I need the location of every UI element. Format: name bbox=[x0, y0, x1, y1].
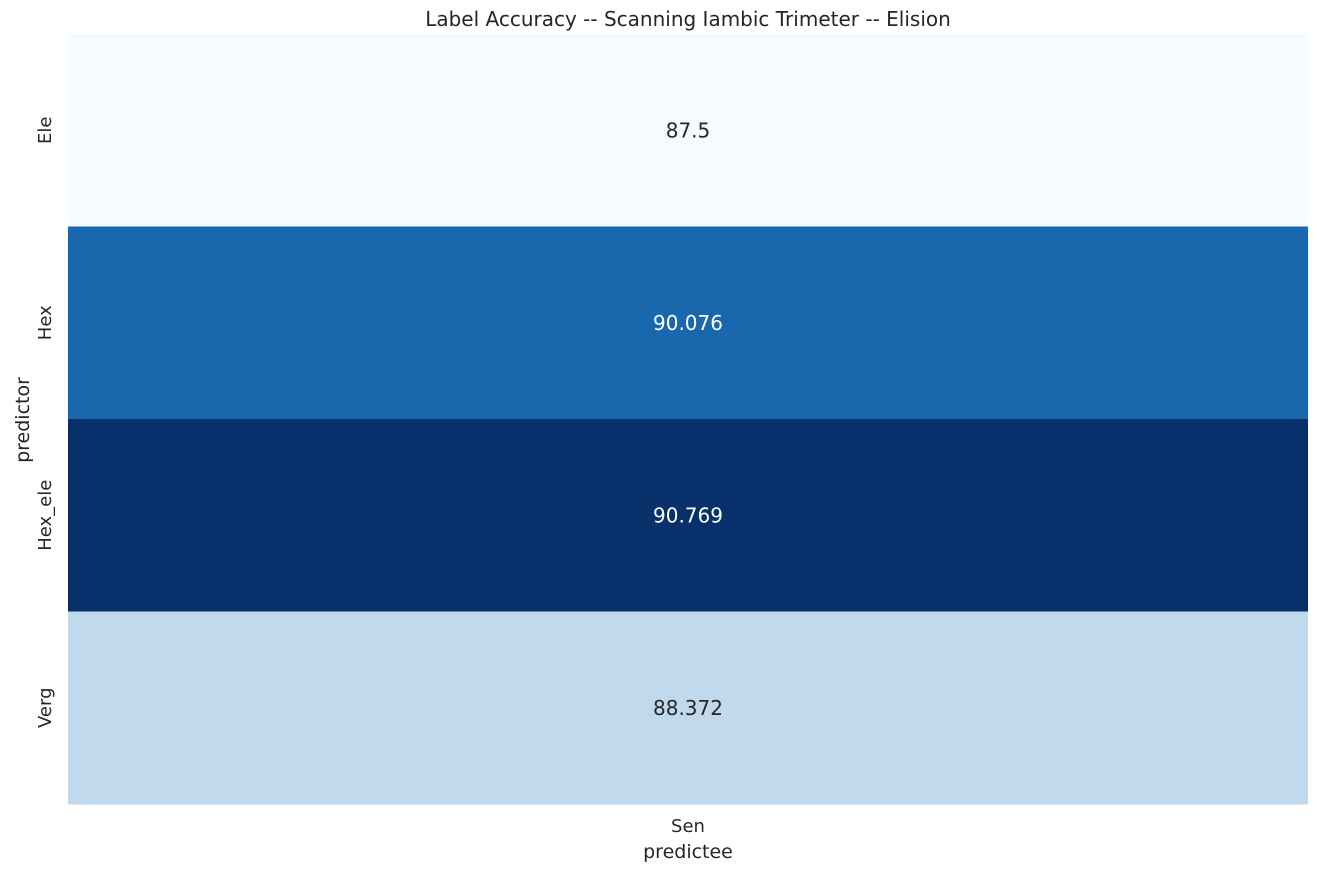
heatmap-cell bbox=[68, 226, 1308, 420]
heatmap-cell bbox=[68, 34, 1308, 227]
x-tick-labels: Sen bbox=[671, 816, 705, 837]
x-axis-label: predictee bbox=[643, 841, 733, 863]
y-axis-label: predictor bbox=[12, 377, 34, 463]
heatmap-cell bbox=[68, 611, 1308, 805]
y-tick-label: Hex_ele bbox=[35, 480, 56, 551]
heatmap-cell-value: 87.5 bbox=[666, 118, 711, 142]
heatmap-cell-labels: 87.5 90.076 90.769 88.372 bbox=[653, 118, 723, 720]
heatmap-cells bbox=[68, 34, 1308, 805]
heatmap-cell-value: 90.076 bbox=[653, 311, 723, 335]
x-tick-label: Sen bbox=[671, 816, 705, 837]
y-tick-label: Ele bbox=[35, 117, 56, 144]
heatmap-cell-value: 88.372 bbox=[653, 696, 723, 720]
chart-title: Label Accuracy -- Scanning Iambic Trimet… bbox=[425, 7, 951, 31]
heatmap-cell-value: 90.769 bbox=[653, 503, 723, 527]
y-tick-label: Verg bbox=[35, 688, 56, 729]
y-tick-labels: Ele Hex Hex_ele Verg bbox=[35, 117, 56, 728]
y-tick-label: Hex bbox=[35, 305, 56, 340]
heatmap-cell bbox=[68, 419, 1308, 612]
